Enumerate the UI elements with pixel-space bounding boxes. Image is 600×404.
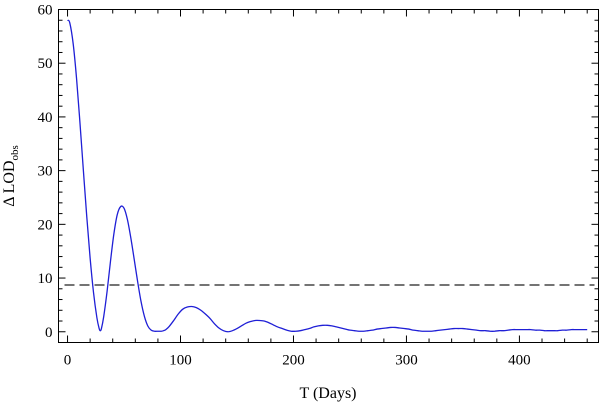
x-tick-label: 200 <box>282 353 305 369</box>
y-tick-label: 30 <box>38 164 53 180</box>
series-line <box>67 19 588 333</box>
y-tick-label: 20 <box>38 217 53 233</box>
y-axis: 0 10 20 30 40 50 60 <box>38 3 599 341</box>
y-axis-label-main: Δ LOD <box>1 160 18 206</box>
y-axis-label-subscript: obs <box>9 145 21 160</box>
y-tick-label: 0 <box>45 325 53 341</box>
y-axis-label: Δ LODobs <box>1 145 21 207</box>
x-tick-label: 400 <box>508 353 531 369</box>
y-tick-label: 60 <box>38 3 53 19</box>
y-tick-label: 40 <box>38 110 53 126</box>
x-axis-label: T (Days) <box>299 385 356 402</box>
y-tick-label: 10 <box>38 271 53 287</box>
y-tick-label: 50 <box>38 56 53 72</box>
x-tick-label: 300 <box>395 353 418 369</box>
x-tick-label: 100 <box>169 353 192 369</box>
x-tick-label: 0 <box>64 353 72 369</box>
series-layer <box>64 19 595 333</box>
plot-frame <box>58 9 599 343</box>
x-axis: 0 100 200 300 400 <box>64 9 588 369</box>
